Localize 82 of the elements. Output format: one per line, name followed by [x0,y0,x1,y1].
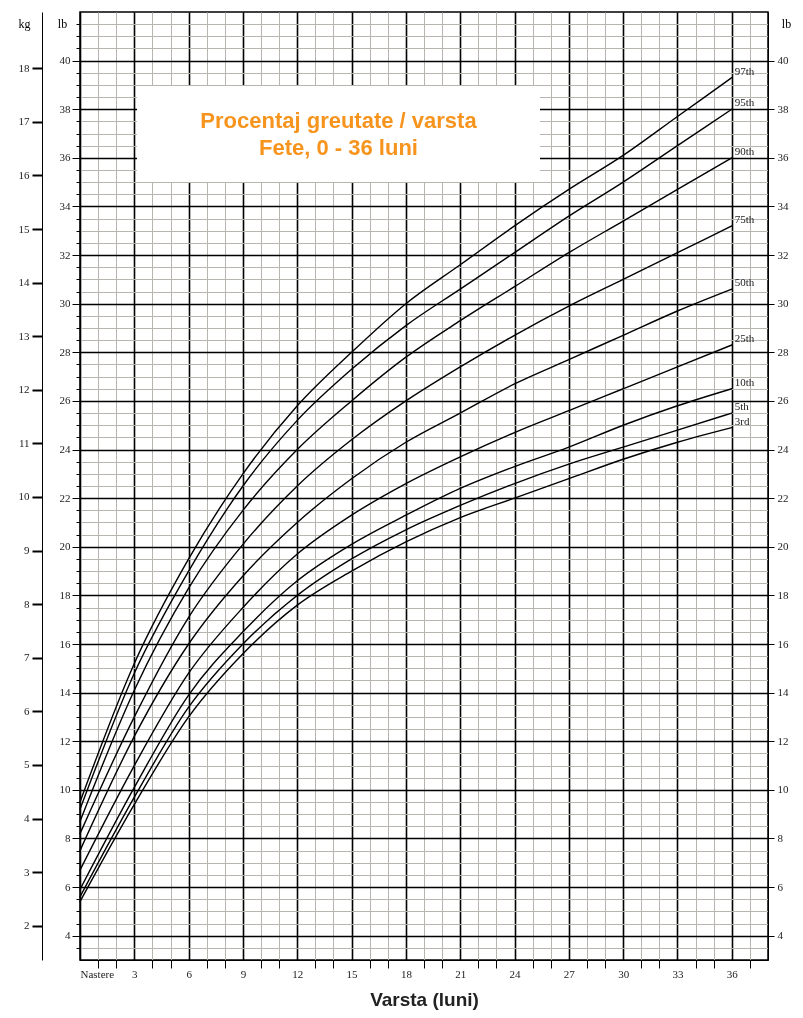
y3-tick-label: 10 [18,490,30,503]
y2-tick-label: 26 [777,394,789,407]
y3-tick-label: 5 [24,758,30,771]
y2-tick-label: 28 [777,345,789,358]
y2-tick-label: 38 [777,102,789,115]
y2-tick-label: 34 [777,199,789,212]
y-tick-label: 34 [59,199,71,212]
y-tick-label: 28 [59,345,71,358]
y2-axis-title: lb [781,16,792,31]
y-tick-label: 16 [59,637,71,650]
x-tick-label: 9 [240,967,247,980]
y3-tick-label: 9 [24,544,30,557]
y-tick-label: 38 [59,102,71,115]
x-axis-title: Varsta (luni) [370,988,479,1010]
y-axis-title: lb [57,16,68,31]
x-tick-label: 18 [400,967,413,980]
y3-tick-label: 4 [24,812,30,825]
y3-tick-label: 2 [24,919,30,932]
y2-tick-label: 12 [777,734,789,747]
y-tick-label: 12 [59,734,71,747]
y-tick-label: 22 [59,491,71,504]
series-label: 50th [734,276,755,289]
y2-tick-label: 16 [777,637,789,650]
y3-tick-label: 7 [24,651,30,664]
series-label: 3rd [734,414,750,427]
y-tick-label: 30 [59,297,71,310]
series-label: 10th [734,375,755,388]
y2-tick-label: 20 [777,540,789,553]
y2-tick-label: 32 [777,248,789,261]
x-tick-label: 3 [132,967,139,980]
y3-tick-label: 8 [24,597,30,610]
y2-tick-label: 40 [777,54,789,67]
x-tick-label: 33 [672,967,684,980]
y3-axis-title: kg [18,16,31,31]
y3-tick-label: 13 [18,329,30,342]
y2-tick-label: 18 [777,588,789,601]
series-label: 25th [734,332,755,345]
y-tick-label: 26 [59,394,71,407]
title-panel: Procentaj greutate / varsta Fete, 0 - 36 luni [137,86,540,182]
y2-tick-label: 10 [777,783,789,796]
y-tick-label: 18 [59,588,71,601]
y-tick-label: 32 [59,248,71,261]
x-tick-label: 27 [563,967,576,980]
y3-tick-label: 14 [18,276,30,289]
series-label: 5th [734,400,750,413]
y3-tick-label: 15 [18,222,30,235]
y3-tick-label: 3 [24,865,30,878]
y2-tick-label: 8 [777,831,784,844]
y-tick-label: 24 [59,443,71,456]
y-tick-label: 40 [59,54,71,67]
y2-tick-label: 6 [777,880,784,893]
y2-tick-label: 22 [777,491,789,504]
x-tick-label: 21 [455,967,467,980]
x-tick-label: Nastere [80,967,115,980]
y-tick-label: 4 [65,929,71,942]
y-tick-label: 20 [59,540,71,553]
x-tick-label: 30 [618,967,630,980]
y-tick-label: 8 [65,831,71,844]
x-tick-label: 36 [726,967,739,980]
y2-tick-label: 24 [777,443,789,456]
y-tick-label: 14 [59,686,71,699]
x-tick-label: 6 [186,967,193,980]
x-tick-label: 24 [509,967,522,980]
y-tick-label: 10 [59,783,71,796]
y3-tick-label: 16 [18,168,30,181]
y2-tick-label: 30 [777,297,789,310]
y3-tick-label: 6 [24,704,30,717]
y3-tick-label: 11 [18,436,30,449]
y2-tick-label: 36 [777,151,789,164]
y-tick-label: 6 [65,880,71,893]
series-label: 90th [734,144,755,157]
y3-tick-label: 17 [18,115,30,128]
y3-tick-label: 12 [18,383,30,396]
series-label: 75th [734,212,755,225]
y-tick-label: 36 [59,151,71,164]
x-tick-label: 15 [346,967,359,980]
y3-tick-label: 18 [18,61,30,74]
series-label: 97th [734,64,755,77]
y2-tick-label: 14 [777,686,789,699]
series-label: 95th [734,96,755,109]
y2-tick-label: 4 [777,929,784,942]
x-tick-label: 12 [292,967,304,980]
